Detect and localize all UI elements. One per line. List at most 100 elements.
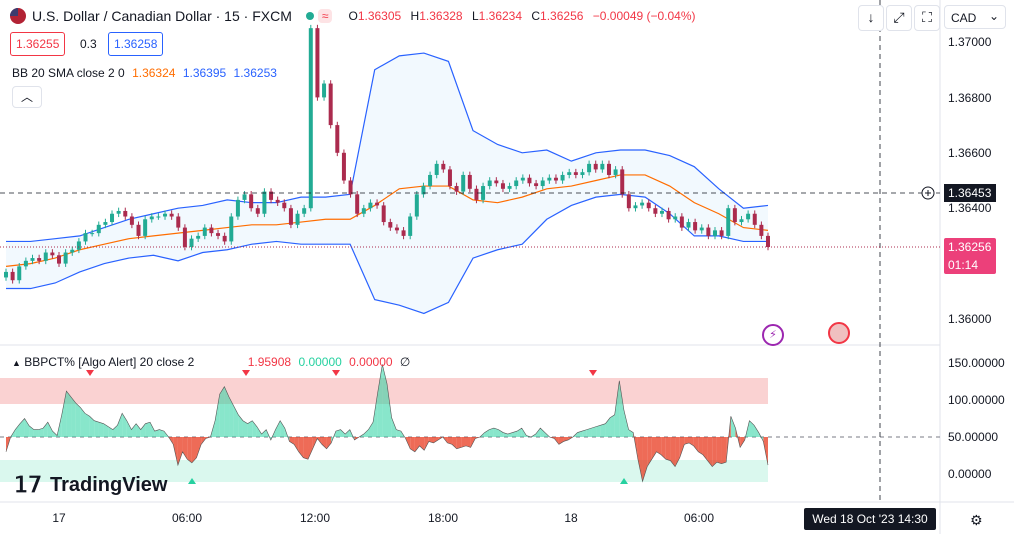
- candle-body: [169, 213, 174, 217]
- osc-segment: [619, 380, 624, 437]
- osc-segment: [447, 437, 453, 445]
- osc-segment: [414, 437, 420, 452]
- bbpct-legend[interactable]: ▲ BBPCT% [Algo Alert] 20 close 2 1.95908…: [12, 355, 410, 369]
- bb-lower-value: 1.36253: [233, 66, 277, 80]
- snapshot-icon[interactable]: ⛶: [914, 5, 940, 31]
- lightning-icon[interactable]: ⚡: [762, 324, 784, 346]
- price-axis-tick: 1.36400: [948, 201, 992, 215]
- candle-body: [447, 169, 452, 187]
- sell-button[interactable]: 1.36255: [10, 32, 66, 56]
- us-flag-icon: [10, 8, 26, 24]
- last-price-tag: 1.36256: [944, 238, 996, 256]
- osc-segment: [229, 397, 234, 437]
- osc-segment: [75, 402, 81, 437]
- osc-segment: [38, 428, 44, 437]
- candle-body: [90, 233, 95, 235]
- osc-segment: [637, 437, 643, 482]
- candle-body: [600, 163, 605, 170]
- candle-body: [514, 180, 519, 187]
- tradingview-logo[interactable]: 𝟣𝟩 TradingView: [14, 472, 168, 497]
- candle-body: [481, 186, 486, 200]
- osc-segment: [326, 437, 332, 449]
- candle-body: [706, 227, 711, 236]
- osc-segment: [368, 422, 374, 437]
- candle-body: [4, 271, 8, 278]
- osc-segment: [373, 392, 378, 437]
- osc-segment: [215, 394, 220, 437]
- osc-segment: [335, 429, 341, 437]
- osc-segment: [512, 431, 518, 437]
- osc-segment: [707, 437, 713, 467]
- osc-segment: [647, 437, 652, 467]
- osc-segment: [224, 386, 230, 437]
- osc-segment: [173, 437, 178, 466]
- osc-segment: [80, 407, 85, 437]
- fullscreen-icon[interactable]: ⤢: [886, 5, 912, 31]
- osc-segment: [484, 429, 490, 437]
- collapse-legend-button[interactable]: ︿: [12, 86, 42, 108]
- osc-segment: [577, 431, 583, 437]
- us-flag-event-icon[interactable]: [828, 322, 850, 344]
- candle-body: [235, 199, 240, 217]
- candle-body: [394, 227, 399, 231]
- candle-body: [401, 230, 406, 236]
- candle-body: [328, 83, 333, 126]
- time-axis-tick: 12:00: [300, 511, 330, 525]
- gear-icon[interactable]: ⚙: [970, 512, 983, 528]
- osc-segment: [507, 432, 513, 437]
- osc-segment: [656, 437, 662, 455]
- collapse-pane-icon[interactable]: ▲: [12, 358, 21, 368]
- currency-select[interactable]: CAD ⌄: [944, 5, 1006, 29]
- candle-body: [229, 216, 234, 242]
- osc-segment: [661, 437, 666, 460]
- symbol-title[interactable]: U.S. Dollar / Canadian Dollar · 15 · FXC…: [32, 8, 292, 24]
- candle-body: [209, 227, 214, 234]
- osc-segment: [675, 437, 680, 467]
- download-icon[interactable]: ↓: [858, 5, 884, 31]
- candle-body: [573, 172, 578, 175]
- osc-axis-tick: 50.00000: [948, 430, 998, 444]
- bbpct-label: BBPCT% [Algo Alert] 20 close 2: [24, 355, 195, 369]
- candle-body: [494, 180, 499, 184]
- bbpct-value-4: ∅: [399, 355, 411, 369]
- candle-body: [255, 208, 260, 214]
- osc-segment: [136, 423, 141, 437]
- oversold-zone: [0, 460, 768, 482]
- bb-legend[interactable]: BB 20 SMA close 2 0 1.36324 1.36395 1.36…: [12, 66, 277, 80]
- osc-segment: [108, 426, 113, 437]
- osc-segment: [71, 397, 76, 437]
- candle-body: [633, 205, 638, 209]
- osc-segment: [721, 437, 727, 464]
- candle-body: [726, 208, 731, 236]
- osc-segment: [196, 437, 202, 458]
- candle-body: [149, 216, 154, 220]
- buy-button[interactable]: 1.36258: [108, 32, 164, 56]
- osc-segment: [433, 437, 439, 443]
- sell-signal-marker: [86, 370, 94, 376]
- candle-body: [10, 271, 15, 281]
- osc-segment: [294, 437, 299, 452]
- delayed-data-badge[interactable]: ≈: [317, 9, 333, 23]
- candle-body: [719, 230, 724, 236]
- osc-segment: [749, 420, 755, 437]
- candle-body: [421, 186, 426, 195]
- osc-axis-tick: 0.00000: [948, 467, 992, 481]
- candle-body: [587, 163, 592, 173]
- osc-segment: [233, 405, 239, 437]
- osc-segment: [154, 429, 160, 437]
- tradingview-logo-icon: 𝟣𝟩: [14, 472, 42, 497]
- osc-segment: [754, 425, 759, 437]
- candle-body: [182, 227, 187, 247]
- candle-body: [129, 216, 134, 225]
- osc-segment: [628, 429, 634, 437]
- bbpct-value-2: 0.00000: [298, 355, 342, 369]
- osc-segment: [363, 429, 369, 437]
- time-axis-tick: 06:00: [684, 511, 714, 525]
- candle-body: [606, 163, 611, 175]
- osc-segment: [150, 422, 155, 437]
- osc-segment: [377, 364, 383, 437]
- candle-body: [560, 174, 565, 181]
- candle-body: [368, 202, 373, 209]
- candle-body: [699, 227, 704, 231]
